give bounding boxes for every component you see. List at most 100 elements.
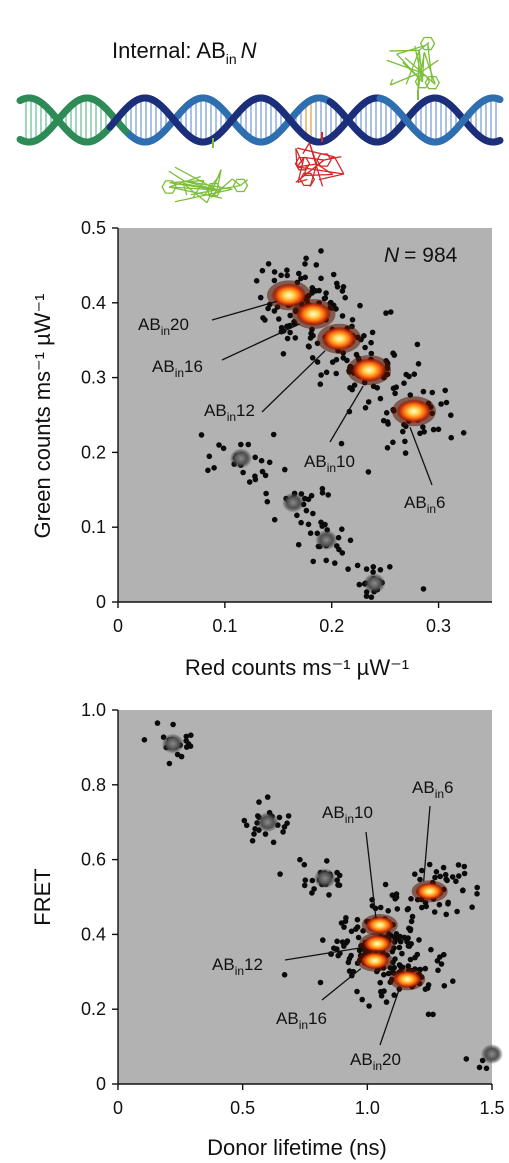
data-point — [344, 357, 350, 364]
cluster-density — [362, 934, 392, 953]
data-point — [407, 956, 414, 963]
molecule-bond — [203, 174, 221, 196]
data-point — [362, 344, 368, 351]
data-point — [476, 1064, 483, 1071]
data-point — [368, 339, 374, 346]
data-point — [330, 271, 337, 278]
data-point — [429, 389, 436, 396]
data-point — [348, 952, 354, 959]
data-point — [450, 978, 456, 984]
data-point — [435, 967, 441, 974]
cluster-label: ABin16 — [276, 1009, 327, 1032]
data-point — [382, 881, 389, 888]
cluster-density — [271, 283, 307, 308]
data-point — [302, 261, 308, 267]
data-point — [334, 284, 341, 290]
data-point — [442, 871, 449, 878]
data-point — [323, 290, 329, 296]
y-axis-label: Green counts ms⁻¹ µW⁻¹ — [30, 294, 55, 539]
strand-segment — [494, 95, 504, 104]
molecule-bond — [210, 178, 233, 198]
data-point — [456, 873, 462, 879]
data-point — [377, 904, 384, 911]
data-point — [392, 956, 398, 962]
data-point — [357, 302, 363, 309]
data-point — [463, 1056, 470, 1062]
data-point — [206, 453, 213, 460]
data-point — [383, 310, 389, 316]
cluster-label: ABin6 — [404, 493, 446, 516]
cluster-label: ABin16 — [152, 357, 203, 380]
data-point — [334, 869, 340, 876]
data-point — [391, 352, 398, 358]
data-point — [419, 904, 425, 911]
data-point — [252, 473, 258, 480]
data-point — [178, 753, 185, 760]
data-point — [391, 964, 398, 971]
data-point — [408, 896, 414, 902]
data-point — [428, 946, 434, 953]
data-point — [365, 469, 372, 475]
data-point — [298, 519, 304, 526]
data-point — [354, 916, 361, 923]
y-tick-label: 0.2 — [81, 999, 106, 1019]
molecule-bond — [404, 57, 436, 85]
data-point — [381, 971, 387, 978]
molecule-bond — [295, 148, 304, 164]
dye-molecules — [161, 36, 441, 204]
dark-cluster-density — [256, 812, 279, 833]
x-axis-label: Donor lifetime (ns) — [207, 1135, 387, 1160]
data-point — [284, 335, 291, 342]
data-point — [461, 863, 468, 870]
x-tick-label: 1.5 — [479, 1098, 504, 1118]
molecule-bond — [240, 179, 249, 186]
data-point — [420, 388, 427, 395]
leader-line — [423, 805, 431, 882]
data-point — [284, 820, 290, 826]
data-point — [183, 738, 189, 744]
data-point — [363, 566, 370, 572]
dna-illustration: Internal: ABin N — [16, 36, 504, 204]
data-point — [453, 878, 459, 885]
data-point — [416, 937, 422, 943]
data-point — [445, 899, 452, 906]
data-point — [363, 593, 370, 599]
data-point — [252, 454, 258, 461]
cluster-density — [295, 302, 332, 327]
data-point — [276, 316, 282, 322]
data-point — [280, 829, 286, 835]
data-point — [298, 275, 304, 282]
data-point — [278, 272, 284, 279]
data-point — [425, 1011, 432, 1018]
data-point — [444, 877, 450, 884]
molecule-bond — [386, 59, 421, 73]
molecule-bond — [304, 173, 333, 177]
data-point — [318, 519, 324, 526]
data-point — [314, 359, 321, 365]
data-point — [170, 721, 176, 728]
leader-line — [284, 947, 362, 961]
data-point — [430, 426, 437, 433]
data-point — [366, 1003, 372, 1009]
data-point — [259, 468, 266, 475]
data-point — [406, 925, 412, 932]
data-point — [317, 381, 324, 388]
data-point — [271, 277, 278, 284]
leader-line — [329, 385, 364, 443]
data-point — [323, 557, 330, 564]
y-axis-label: FRET — [30, 868, 55, 925]
y-tick-label: 0.5 — [81, 218, 106, 238]
data-point — [340, 284, 347, 290]
leader-line — [409, 427, 433, 486]
molecule-bond — [168, 170, 185, 182]
data-point — [285, 813, 292, 819]
data-point — [438, 961, 445, 967]
axes: 0 0.1 0.2 0.3 0 0.1 0.2 0.3 0.4 0.5 — [81, 218, 492, 636]
data-point — [392, 390, 398, 397]
data-point — [390, 439, 396, 446]
molecule-bond — [402, 61, 423, 83]
data-point — [378, 993, 385, 999]
data-point — [412, 954, 418, 961]
